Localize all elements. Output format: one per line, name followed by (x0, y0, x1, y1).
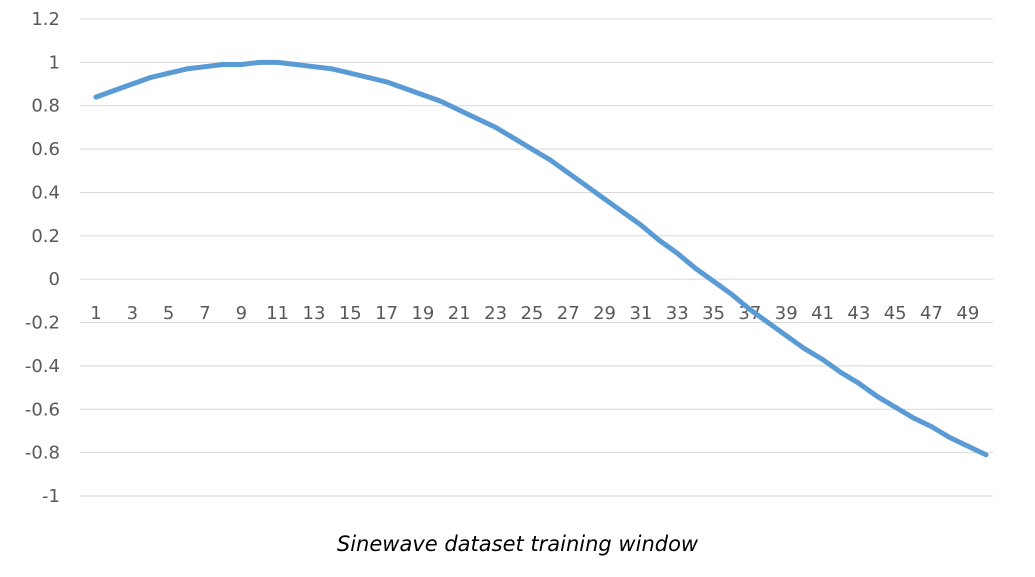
data-point (656, 237, 662, 243)
x-tick-label: 45 (884, 303, 907, 324)
gridlines (80, 18, 993, 497)
data-point (765, 320, 771, 325)
x-tick-label: 47 (920, 303, 943, 324)
y-tick-label: -0.6 (25, 399, 60, 420)
data-point (329, 66, 335, 72)
x-tick-label: 35 (702, 303, 725, 324)
y-tick-label: 1 (49, 52, 60, 73)
x-tick-label: 13 (303, 303, 326, 324)
x-tick-label: 21 (448, 303, 471, 324)
x-tick-label: 3 (127, 303, 138, 324)
series-line (93, 59, 989, 458)
y-tick-label: 0.6 (31, 139, 60, 160)
data-point (257, 60, 262, 65)
y-tick-label: 0.4 (31, 182, 60, 203)
data-point (438, 99, 444, 104)
data-point (93, 94, 99, 100)
figure-caption: Sinewave dataset training window (336, 532, 699, 556)
y-tick-label: -0.4 (25, 356, 60, 377)
data-point (874, 393, 880, 399)
x-tick-label: 19 (411, 303, 434, 324)
series-layer (93, 59, 989, 458)
data-point (202, 64, 208, 70)
data-point (693, 265, 698, 271)
y-tick-label: 1.2 (31, 9, 60, 30)
data-point (965, 443, 971, 449)
y-tick-label: 0.2 (31, 226, 60, 247)
x-tick-label: 15 (339, 303, 362, 324)
data-point (929, 424, 934, 429)
x-tick-label: 29 (593, 303, 616, 324)
x-tick-label: 49 (956, 303, 979, 324)
data-point (402, 86, 408, 91)
x-tick-label: 25 (520, 303, 543, 324)
data-point (420, 92, 426, 98)
y-tick-label: 0 (49, 269, 60, 290)
x-tick-label: 39 (775, 303, 798, 324)
data-point (493, 125, 498, 130)
data-point (729, 292, 735, 297)
x-tick-label: 23 (484, 303, 507, 324)
data-point (529, 146, 535, 152)
data-point (674, 250, 680, 256)
data-point (475, 116, 480, 122)
data-point (293, 62, 299, 67)
data-point (910, 415, 916, 421)
y-axis-tick-labels: 1.2 1 0.8 0.6 0.4 0.2 0 -0.2 -0.4 -0.6 -0.8 -1 (25, 9, 60, 507)
x-tick-label: 37 (738, 303, 761, 324)
x-tick-label: 7 (199, 303, 210, 324)
x-tick-label: 1 (90, 303, 101, 324)
x-tick-label: 31 (629, 303, 652, 324)
data-point (783, 333, 789, 338)
data-point (547, 157, 553, 163)
data-point (711, 278, 716, 284)
x-tick-label: 5 (163, 303, 174, 324)
data-point (456, 107, 462, 113)
data-point (584, 183, 589, 189)
x-tick-label: 41 (811, 303, 834, 324)
data-point (184, 66, 190, 72)
data-point (856, 380, 862, 386)
y-tick-label: -1 (42, 486, 60, 507)
y-tick-label: -0.2 (25, 313, 60, 334)
data-point (511, 135, 517, 141)
data-point (838, 370, 844, 375)
data-point (638, 222, 644, 228)
x-tick-label: 11 (266, 303, 289, 324)
data-point (892, 404, 898, 410)
data-point (802, 346, 807, 351)
data-point (148, 75, 153, 80)
data-point (820, 357, 825, 362)
x-tick-label: 43 (847, 303, 870, 324)
x-tick-label: 17 (375, 303, 398, 324)
data-point (166, 70, 172, 76)
data-point (220, 62, 226, 67)
y-tick-label: -0.8 (25, 443, 60, 464)
x-tick-label: 33 (666, 303, 689, 324)
data-point (366, 75, 371, 80)
data-point (602, 196, 607, 202)
data-point (111, 88, 117, 93)
data-point (565, 170, 571, 176)
data-point (347, 70, 353, 76)
y-tick-label: 0.8 (31, 96, 60, 117)
data-point (129, 81, 135, 87)
data-point (384, 79, 389, 85)
data-point (275, 60, 280, 65)
x-tick-label: 27 (557, 303, 580, 324)
data-point (747, 307, 753, 312)
data-point (620, 209, 626, 215)
data-point (311, 64, 317, 70)
data-point (238, 62, 244, 67)
data-point (947, 435, 953, 440)
data-point (983, 452, 989, 458)
x-axis-tick-labels: 1 3 5 7 9 11 13 15 17 19 21 23 25 27 29 31 33 35 37 39 41 43 4… (90, 303, 979, 324)
x-tick-label: 9 (236, 303, 247, 324)
